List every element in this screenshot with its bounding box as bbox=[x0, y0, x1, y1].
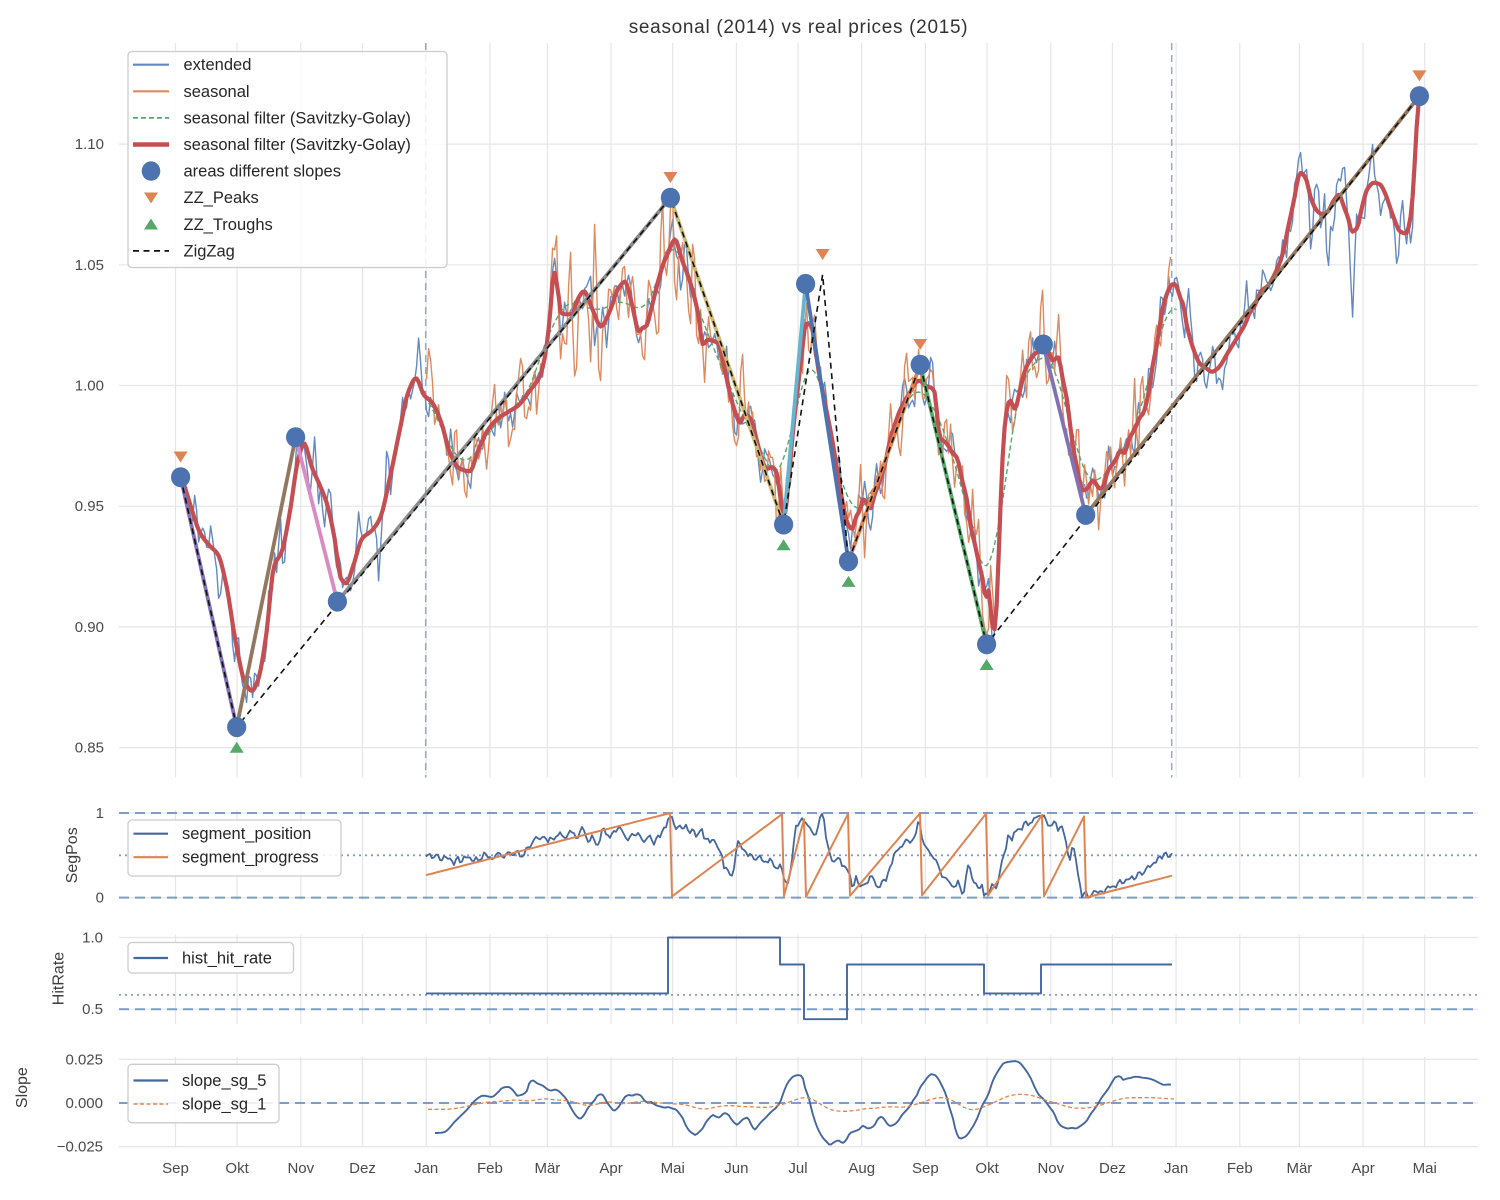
svg-text:slope_sg_5: slope_sg_5 bbox=[182, 1072, 266, 1090]
svg-text:extended: extended bbox=[184, 56, 252, 74]
svg-text:0.90: 0.90 bbox=[75, 619, 104, 636]
svg-text:seasonal (2014) vs real prices: seasonal (2014) vs real prices (2015) bbox=[629, 17, 969, 38]
svg-text:hist_hit_rate: hist_hit_rate bbox=[182, 950, 272, 968]
svg-text:seasonal filter (Savitzky-Gola: seasonal filter (Savitzky-Golay) bbox=[184, 136, 411, 154]
svg-text:Nov: Nov bbox=[287, 1160, 314, 1177]
svg-text:Slope: Slope bbox=[14, 1067, 31, 1108]
svg-text:0: 0 bbox=[96, 890, 104, 907]
svg-text:seasonal filter (Savitzky-Gola: seasonal filter (Savitzky-Golay) bbox=[184, 109, 411, 127]
svg-text:Sep: Sep bbox=[912, 1160, 939, 1177]
svg-text:Apr: Apr bbox=[1351, 1160, 1374, 1177]
svg-text:1.00: 1.00 bbox=[75, 378, 104, 395]
svg-text:Jun: Jun bbox=[724, 1160, 748, 1177]
svg-text:ZZ_Peaks: ZZ_Peaks bbox=[184, 189, 259, 207]
svg-text:Jul: Jul bbox=[788, 1160, 807, 1177]
svg-text:areas different slopes: areas different slopes bbox=[184, 163, 341, 181]
svg-text:0.95: 0.95 bbox=[75, 498, 104, 515]
svg-text:1: 1 bbox=[96, 805, 104, 822]
svg-text:Apr: Apr bbox=[599, 1160, 622, 1177]
svg-text:ZigZag: ZigZag bbox=[184, 242, 235, 260]
svg-text:Mai: Mai bbox=[661, 1160, 685, 1177]
svg-text:Jan: Jan bbox=[414, 1160, 438, 1177]
svg-text:Mär: Mär bbox=[1286, 1160, 1312, 1177]
svg-text:1.10: 1.10 bbox=[75, 136, 104, 153]
svg-text:Nov: Nov bbox=[1037, 1160, 1064, 1177]
svg-text:Feb: Feb bbox=[1227, 1160, 1253, 1177]
svg-text:0.5: 0.5 bbox=[82, 1001, 103, 1018]
svg-text:segment_position: segment_position bbox=[182, 825, 311, 843]
svg-text:−0.025: −0.025 bbox=[57, 1139, 103, 1156]
svg-text:Sep: Sep bbox=[162, 1160, 189, 1177]
svg-text:Dez: Dez bbox=[349, 1160, 376, 1177]
svg-text:Feb: Feb bbox=[477, 1160, 503, 1177]
svg-text:Dez: Dez bbox=[1099, 1160, 1126, 1177]
svg-text:ZZ_Troughs: ZZ_Troughs bbox=[184, 216, 273, 234]
svg-text:SegPos: SegPos bbox=[64, 827, 81, 883]
svg-text:0.85: 0.85 bbox=[75, 740, 104, 757]
svg-text:Aug: Aug bbox=[848, 1160, 875, 1177]
svg-text:1.0: 1.0 bbox=[82, 930, 103, 947]
svg-text:Mär: Mär bbox=[534, 1160, 560, 1177]
svg-text:Okt: Okt bbox=[975, 1160, 999, 1177]
svg-text:Mai: Mai bbox=[1413, 1160, 1437, 1177]
svg-text:Okt: Okt bbox=[225, 1160, 249, 1177]
svg-text:HitRate: HitRate bbox=[51, 952, 68, 1005]
svg-text:1.05: 1.05 bbox=[75, 257, 104, 274]
svg-text:0.000: 0.000 bbox=[65, 1095, 103, 1112]
svg-text:0.025: 0.025 bbox=[65, 1051, 103, 1068]
svg-text:segment_progress: segment_progress bbox=[182, 849, 319, 867]
svg-text:Jan: Jan bbox=[1164, 1160, 1188, 1177]
svg-text:seasonal: seasonal bbox=[184, 83, 250, 101]
svg-text:slope_sg_1: slope_sg_1 bbox=[182, 1096, 266, 1114]
